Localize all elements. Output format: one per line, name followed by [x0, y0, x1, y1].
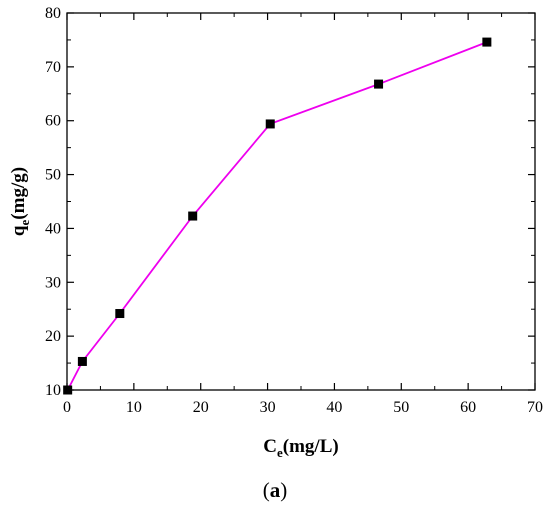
x-tick-label: 10 — [126, 399, 142, 416]
y-tick-label: 20 — [45, 328, 61, 345]
data-point-marker — [115, 309, 125, 319]
y-tick-label: 60 — [45, 113, 61, 130]
plot-frame — [66, 12, 536, 391]
data-point-marker — [374, 79, 384, 89]
y-tick-label: 50 — [45, 167, 61, 184]
x-tick-label: 20 — [193, 399, 209, 416]
y-tick-label: 30 — [45, 274, 61, 291]
figure-caption: (a) — [262, 478, 288, 502]
y-axis-label: qe(mg/g) — [8, 167, 32, 236]
data-point-marker — [77, 356, 87, 366]
y-tick-label: 80 — [45, 5, 61, 22]
axes — [66, 12, 536, 391]
x-tick-label: 60 — [460, 399, 476, 416]
x-tick-label: 0 — [63, 399, 71, 416]
x-tick-label: 70 — [527, 399, 543, 416]
y-tick-label: 40 — [45, 220, 61, 237]
x-tick-label: 40 — [326, 399, 342, 416]
data-point-marker — [188, 211, 198, 221]
data-point-marker — [482, 37, 492, 47]
data-point-marker — [63, 385, 73, 395]
series — [63, 37, 492, 395]
y-tick-label: 10 — [45, 382, 61, 399]
x-tick-label: 50 — [393, 399, 409, 416]
x-axis-label: Ce(mg/L) — [263, 436, 338, 460]
series-line — [66, 41, 488, 391]
x-tick-label: 30 — [260, 399, 276, 416]
data-point-marker — [265, 119, 275, 129]
y-tick-label: 70 — [45, 59, 61, 76]
